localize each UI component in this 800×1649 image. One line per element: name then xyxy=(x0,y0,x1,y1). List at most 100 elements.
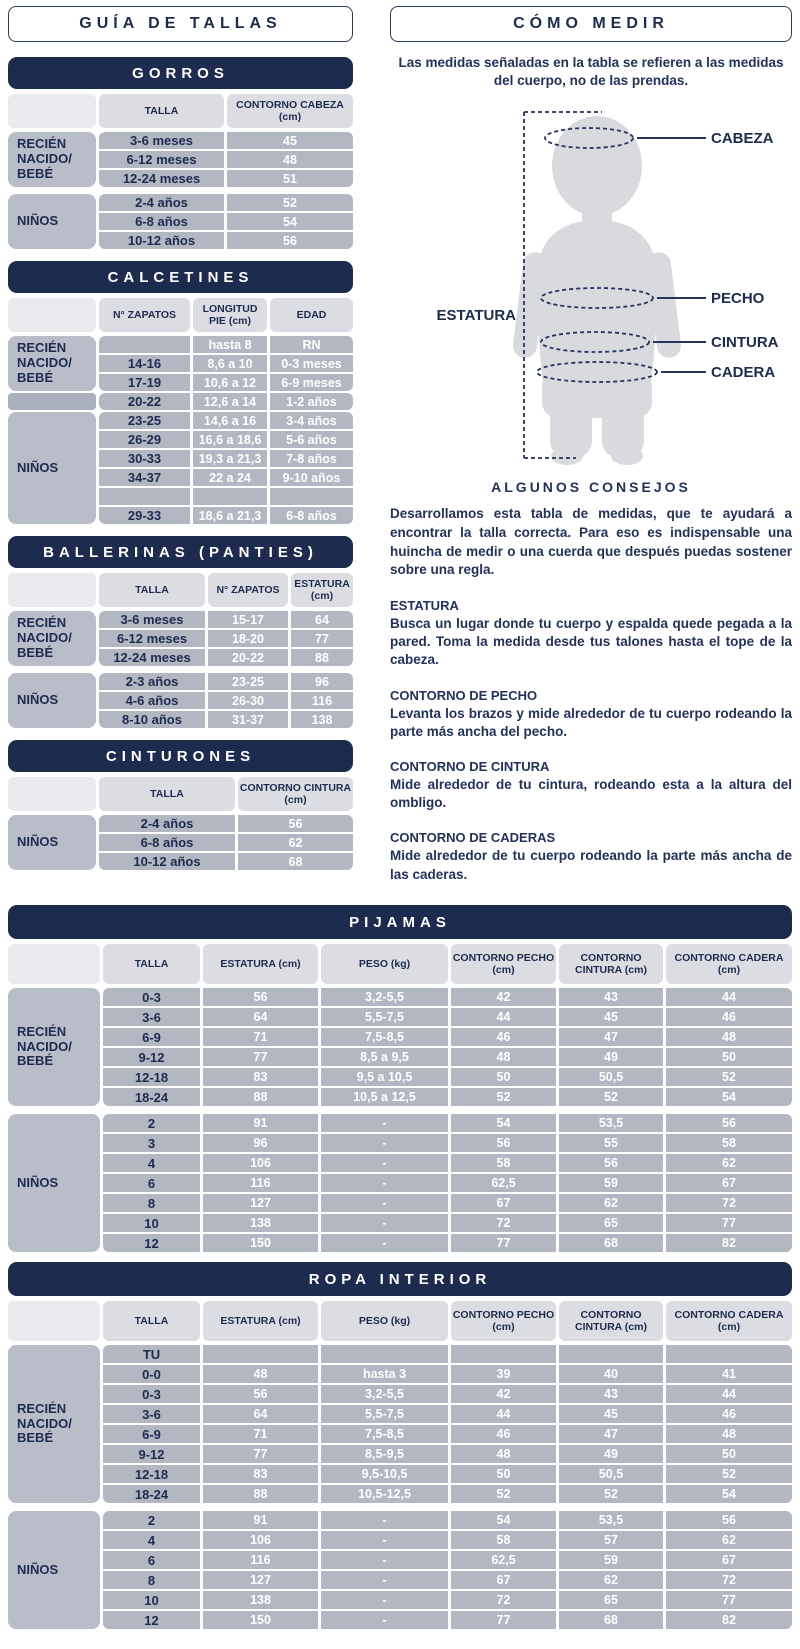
value-cell: 50,5 xyxy=(559,1465,663,1483)
value-cell: 71 xyxy=(203,1028,318,1046)
value-cell: 54 xyxy=(666,1485,792,1503)
value-cell: 77 xyxy=(203,1445,318,1463)
group-label: NIÑOS xyxy=(8,194,96,249)
value-cell: 116 xyxy=(203,1174,318,1192)
value-cell: 67 xyxy=(666,1174,792,1192)
table-group: RECIÉN NACIDO/ BEBÉ 3-6 meses 45 6-12 meses… xyxy=(8,132,353,187)
value-cell: 59 xyxy=(559,1551,663,1569)
child-silhouette-shape xyxy=(513,116,681,466)
value-cell: 7,5-8,5 xyxy=(321,1028,448,1046)
value-cell: 65 xyxy=(559,1591,663,1609)
value-cell: 54 xyxy=(451,1511,556,1529)
section-cadera-heading: CONTORNO DE CADERAS xyxy=(390,830,556,846)
leader-lines xyxy=(637,137,706,374)
section-pecho-heading: CONTORNO DE PECHO xyxy=(390,687,538,703)
group-label: NIÑOS xyxy=(8,412,96,524)
table-header-row: TALLA CONTORNO CINTURA (cm) xyxy=(8,777,353,811)
value-cell: 65 xyxy=(559,1214,663,1232)
value-cell: 43 xyxy=(559,1385,663,1403)
value-cell: 56 xyxy=(227,232,353,249)
table-header-row: TALLA ESTATURA (cm) PESO (kg) CONTORNO PECH… xyxy=(8,944,792,984)
value-cell: 150 xyxy=(203,1234,318,1252)
table-header-row: TALLA CONTORNO CABEZA (cm) xyxy=(8,94,353,128)
value-cell: 54 xyxy=(451,1114,556,1132)
value-cell: 5-6 años xyxy=(270,431,353,448)
ballerinas-banner: BALLERINAS (PANTIES) xyxy=(8,536,353,568)
cabeza-measure-ellipse xyxy=(544,127,634,150)
value-cell: 64 xyxy=(203,1405,318,1423)
left-column: GUÍA DE TALLAS GORROS TALLA CONTORNO CABE… xyxy=(8,6,353,870)
table-corner-cell xyxy=(8,944,100,984)
how-to-intro: Las medidas señaladas en la tabla se ref… xyxy=(398,55,784,89)
value-cell: 9,5-10,5 xyxy=(321,1465,448,1483)
size-cell: 6-12 meses xyxy=(99,630,205,647)
column-header: PESO (kg) xyxy=(321,1301,448,1341)
size-cell: 10-12 años xyxy=(99,853,235,870)
value-cell: 18-20 xyxy=(208,630,288,647)
column-header: TALLA xyxy=(99,777,235,811)
value-cell: 106 xyxy=(203,1531,318,1549)
value-cell: 50 xyxy=(666,1445,792,1463)
size-cell: 18-24 xyxy=(103,1088,200,1106)
pijamas-banner: PIJAMAS xyxy=(8,905,792,939)
value-cell: 82 xyxy=(666,1611,792,1629)
value-cell: 138 xyxy=(203,1591,318,1609)
size-cell: 10 xyxy=(103,1214,200,1232)
value-cell: 40 xyxy=(559,1365,663,1383)
size-cell: 4-6 años xyxy=(99,692,205,709)
value-cell: 52 xyxy=(666,1068,792,1086)
value-cell: 39 xyxy=(451,1365,556,1383)
tips-body: Desarrollamos esta tabla de medidas, que… xyxy=(390,506,792,578)
value-cell: 62 xyxy=(666,1154,792,1172)
table-corner-cell xyxy=(8,777,96,811)
value-cell: - xyxy=(321,1591,448,1609)
value-cell: 62 xyxy=(666,1531,792,1549)
table-group: NIÑOS 2-4 años 52 6-8 años 54 10-12 años 56 xyxy=(8,194,353,249)
value-cell: 64 xyxy=(291,611,353,628)
value-cell: 116 xyxy=(203,1551,318,1569)
value-cell: 47 xyxy=(559,1028,663,1046)
value-cell: 42 xyxy=(451,988,556,1006)
how-to-measure: CÓMO MEDIR Las medidas señaladas en la t… xyxy=(390,6,792,884)
value-cell: 62,5 xyxy=(451,1174,556,1192)
gorros-grid: TALLA CONTORNO CABEZA (cm) RECIÉN NACIDO/ … xyxy=(8,94,353,249)
column-header: LONGITUD PIE (cm) xyxy=(193,298,267,332)
value-cell: 23-25 xyxy=(208,673,288,690)
value-cell: 48 xyxy=(203,1365,318,1383)
size-cell: 4 xyxy=(103,1154,200,1172)
group-label: RECIÉN NACIDO/ BEBÉ xyxy=(8,611,96,666)
value-cell: 150 xyxy=(203,1611,318,1629)
value-cell: 10,6 a 12 xyxy=(193,374,267,391)
value-cell: 1-2 años xyxy=(270,393,353,410)
value-cell: 18,6 a 21,3 xyxy=(193,507,267,524)
value-cell: 50 xyxy=(451,1465,556,1483)
value-cell: 22 a 24 xyxy=(193,469,267,486)
section-pecho-body: Levanta los brazos y mide alrededor de t… xyxy=(390,705,792,739)
value-cell: 8,5 a 9,5 xyxy=(321,1048,448,1066)
value-cell: 49 xyxy=(559,1445,663,1463)
value-cell: - xyxy=(321,1611,448,1629)
value-cell: 57 xyxy=(559,1531,663,1549)
column-header: TALLA xyxy=(103,944,200,984)
section-estatura: ESTATURA Busca un lugar donde tu cuerpo … xyxy=(390,598,792,670)
tips-title: ALGUNOS CONSEJOS xyxy=(491,479,691,496)
value-cell: 15-17 xyxy=(208,611,288,628)
value-cell: 26-30 xyxy=(208,692,288,709)
value-cell: 10,5-12,5 xyxy=(321,1485,448,1503)
table-corner-cell xyxy=(8,94,96,128)
value-cell: 42 xyxy=(451,1385,556,1403)
value-cell: 138 xyxy=(291,711,353,728)
cintura-measure-ellipse xyxy=(540,331,650,354)
size-cell: 23-25 xyxy=(99,412,190,429)
table-group: NIÑOS 2 91-54 53,5 56 4 106-58 57 62 6 116-62,5 59 6… xyxy=(8,1511,792,1629)
estatura-dashed-line xyxy=(523,111,602,460)
value-cell: 88 xyxy=(203,1088,318,1106)
value-cell: 88 xyxy=(203,1485,318,1503)
cadera-measure-ellipse xyxy=(536,361,658,384)
column-header: CONTORNO CINTURA (cm) xyxy=(559,1301,663,1341)
value-cell: 62 xyxy=(238,834,353,851)
value-cell: 14,6 a 16 xyxy=(193,412,267,429)
value-cell: 106 xyxy=(203,1154,318,1172)
calcetines-grid: N° ZAPATOS LONGITUD PIE (cm) EDAD RECIÉN NA… xyxy=(8,298,353,524)
value-cell: 56 xyxy=(203,1385,318,1403)
